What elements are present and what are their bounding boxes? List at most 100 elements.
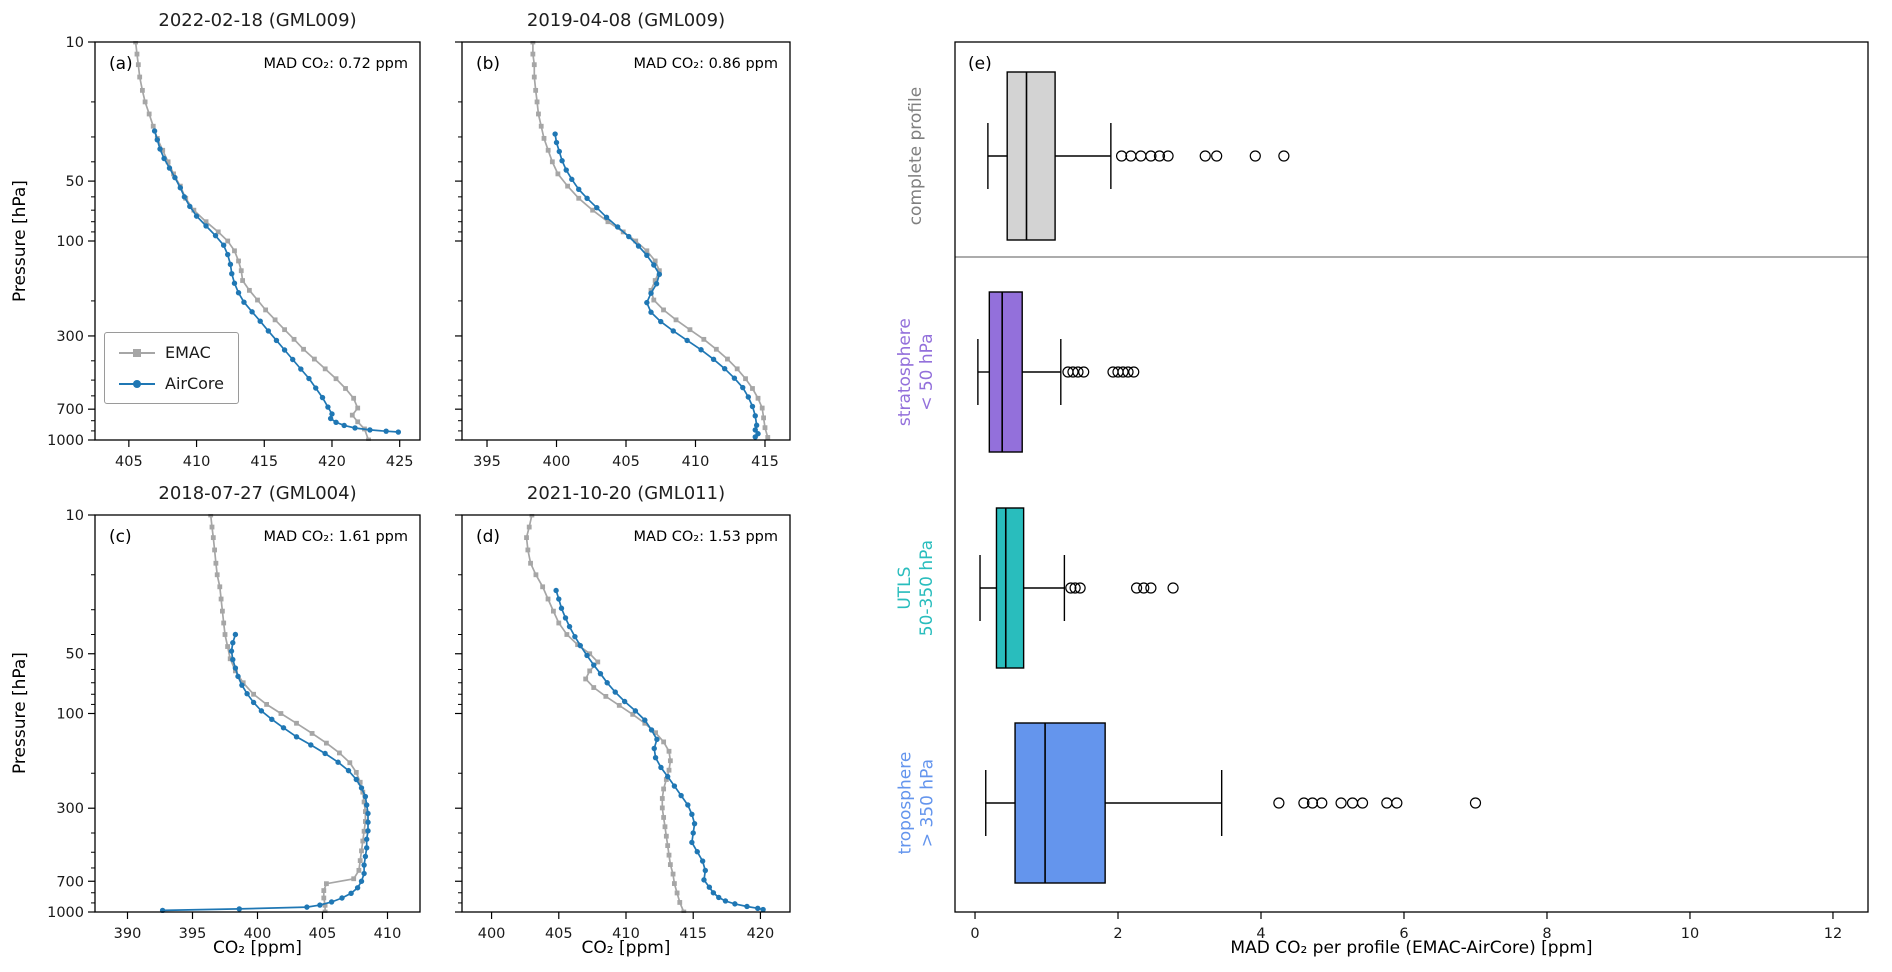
aircore-marker [691,820,698,827]
emac-marker [361,799,367,805]
emac-marker [525,547,531,553]
emac-marker [605,219,611,225]
emac-marker [630,711,636,717]
aircore-marker [576,186,582,193]
aircore-marker [353,776,359,783]
outlier-point [1469,797,1482,809]
y-tick-label: 10 [66,508,84,524]
emac-marker [347,760,353,766]
y-tick-label: 300 [56,801,84,817]
emac-marker [591,685,597,690]
emac-marker [324,740,329,746]
panel-b-series [530,41,771,440]
box [1006,71,1056,241]
aircore-marker [225,251,231,258]
emac-marker [531,62,537,68]
panel-c-ylabel: Pressure [hPa] [9,652,30,775]
y-tick-label: 1000 [47,433,84,449]
emac-marker [759,405,765,411]
outlier-point [1069,582,1081,594]
panel-c-letter: (c) [109,527,132,547]
emac-marker [755,395,761,401]
emac-marker [165,159,171,165]
aircore-marker [678,792,684,799]
emac-marker [661,815,667,820]
aircore-marker [239,682,245,688]
x-tick-label: 420 [318,454,346,470]
aircore-marker [648,290,654,296]
panel-d-letter: (d) [476,527,501,547]
outlier-point [1115,150,1128,162]
emac-marker [555,171,561,177]
emac-marker [677,900,683,905]
emac-marker [750,386,755,391]
boxplot-group-2 [979,507,1179,669]
aircore-marker [362,793,369,800]
y-tick-label: 10 [66,35,84,51]
aircore-marker [755,905,761,912]
emac-marker [653,730,658,736]
aircore-marker [230,656,236,663]
aircore-marker [584,195,590,201]
aircore-marker [559,158,565,164]
aircore-marker [241,299,247,305]
aircore-marker [231,280,238,286]
emac-marker [616,702,622,708]
panel-e-letter: (e) [968,54,992,74]
aircore-marker [553,139,560,146]
x-tick-label: 405 [612,454,640,470]
x-tick-label: 420 [747,926,775,942]
emac-marker [536,111,541,117]
aircore-marker [367,427,373,433]
panel-e-frame [954,41,1869,913]
panel-a-mad-annotation: MAD CO₂: 0.72 ppm [263,56,408,72]
emac-marker [659,805,665,811]
emac-marker [665,843,671,849]
aircore-marker [354,885,361,891]
emac-marker [674,890,680,896]
emac-marker [361,828,367,834]
boxplot-label-troposphere: troposphere > 350 hPa [894,751,937,855]
aircore-marker [566,623,573,630]
aircore-marker [151,128,158,134]
aircore-marker [716,894,722,901]
emac-line [209,514,367,912]
emac-marker [666,852,672,858]
x-tick-label: 8 [1542,926,1551,942]
emac-marker [357,779,363,785]
emac-marker [351,395,357,401]
emac-marker [663,777,669,782]
y-tick-label: 50 [66,647,84,663]
panel-b-mad-annotation: MAD CO₂: 0.86 ppm [633,56,778,72]
emac-marker [663,833,669,839]
emac-marker [311,356,317,362]
emac-marker [587,668,593,674]
outlier-point [1153,150,1166,162]
aircore-marker [658,318,664,325]
aircore-marker [365,810,371,817]
aircore-marker [348,890,354,897]
aircore-marker [552,131,558,137]
outlier-point [1167,582,1179,594]
aircore-marker [556,148,562,155]
x-tick-label: 390 [114,926,142,942]
outlier-point [1135,150,1147,162]
aircore-marker [227,261,234,268]
aircore-marker [328,899,335,905]
outlier-point [1074,582,1086,594]
panel-b-letter: (b) [476,54,501,74]
emac-marker [541,135,547,141]
legend-entry-aircore: AirCore [119,374,224,393]
aircore-marker [635,243,642,249]
aircore-marker [212,232,219,239]
emac-marker [666,748,672,754]
aircore-marker [651,745,657,752]
emac-marker [533,87,539,93]
legend-label-aircore: AirCore [165,374,224,393]
aircore-marker [603,214,610,220]
emac-marker [208,514,214,518]
emac-marker [701,336,707,342]
aircore-marker [313,385,319,391]
aircore-marker [229,271,235,277]
emac-marker [530,41,536,45]
